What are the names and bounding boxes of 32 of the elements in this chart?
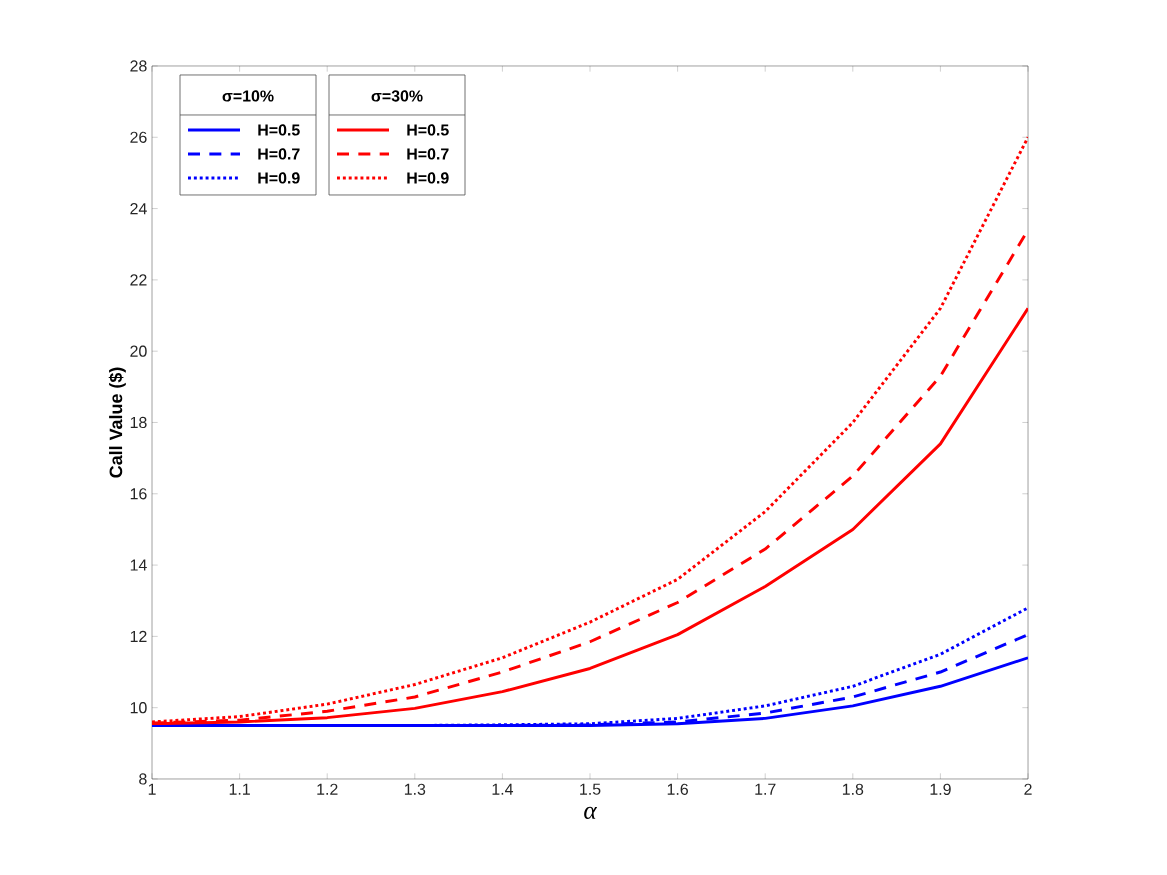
y-tick-label: 8: [139, 773, 147, 785]
x-axis-title: α: [584, 806, 598, 819]
x-tick-label: 1: [148, 783, 156, 795]
x-tick-label: 1.1: [229, 783, 250, 795]
y-tick-label: 10: [130, 702, 147, 714]
legend-label: H=0.7: [258, 148, 300, 160]
legend-label: H=0.7: [407, 148, 449, 160]
text: σ=10%: [222, 90, 274, 102]
legend-label: H=0.5: [407, 124, 449, 136]
x-tick-label: 2: [1024, 783, 1032, 795]
y-tick-label: 22: [130, 274, 147, 286]
y-tick-label: 14: [130, 559, 147, 571]
text: σ=30%: [371, 90, 423, 102]
y-tick-label: 16: [130, 488, 147, 500]
x-tick-label: 1.4: [492, 783, 514, 795]
legend-label: H=0.9: [407, 172, 449, 184]
x-tick-label: 1.6: [667, 783, 688, 795]
y-tick-label: 20: [130, 345, 147, 357]
x-tick-label: 1.3: [404, 783, 426, 795]
y-tick-label: 18: [130, 416, 147, 429]
y-axis-title: Call Value ($): [108, 367, 126, 478]
legend-label: H=0.9: [258, 172, 300, 184]
y-tick-label: 12: [130, 630, 147, 642]
x-tick-label: 1.8: [842, 783, 864, 795]
y-tick-label: 26: [130, 131, 147, 143]
x-tick-label: 1.5: [580, 783, 601, 795]
x-tick-label: 1.2: [317, 783, 338, 795]
y-tick-label: 24: [130, 203, 147, 215]
y-tick-label: 28: [130, 60, 147, 72]
x-tick-label: 1.7: [755, 783, 776, 795]
legend-label: H=0.5: [258, 124, 300, 136]
x-tick-label: 1.9: [930, 783, 951, 795]
